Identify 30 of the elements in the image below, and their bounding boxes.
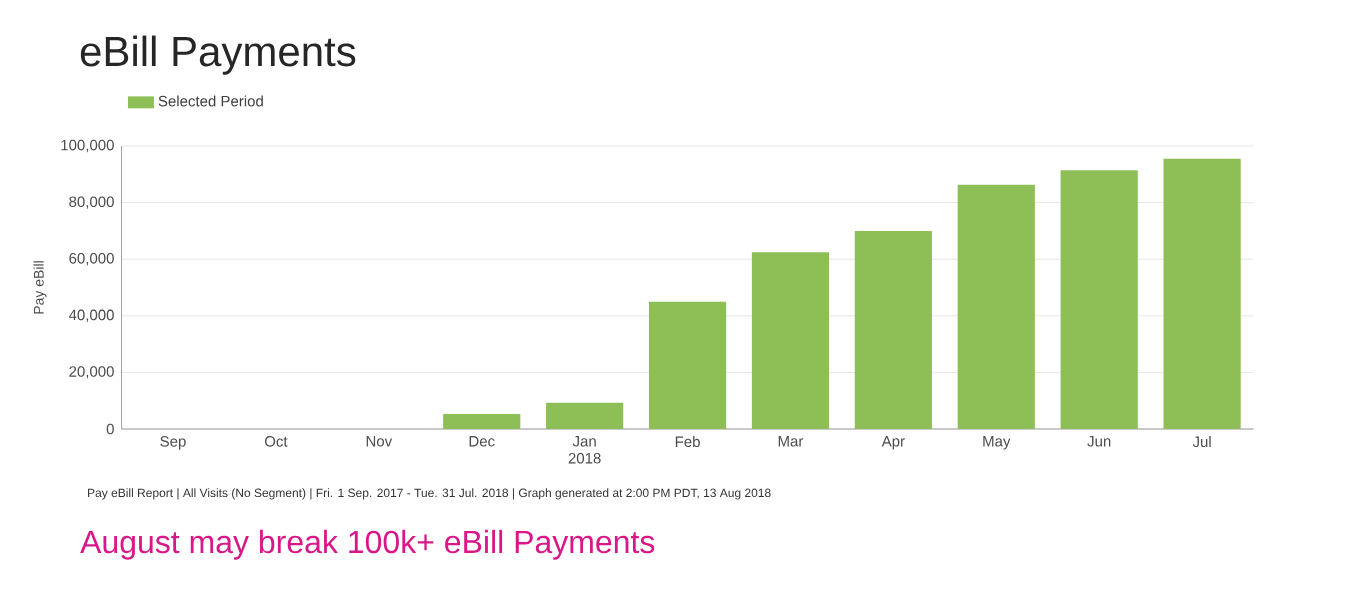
bar xyxy=(443,414,521,429)
y-axis-title: Pay eBill xyxy=(33,261,47,314)
x-tick-label: Jun xyxy=(1087,436,1111,447)
x-tick-label: Feb xyxy=(675,436,700,448)
x-tick-label: Jul xyxy=(1192,436,1211,448)
bar xyxy=(1060,170,1138,429)
chart-title: eBill Payments xyxy=(80,35,356,75)
legend-label: Selected Period xyxy=(158,95,263,107)
y-tick-label: 100,000 xyxy=(61,139,114,153)
x-tick-label: May xyxy=(983,436,1011,450)
y-tick-label: 0 xyxy=(106,423,114,435)
bar xyxy=(648,301,727,429)
bar xyxy=(957,184,1035,429)
x-tick-label: Oct xyxy=(264,436,288,447)
bar xyxy=(1163,158,1241,429)
y-tick-label: 80,000 xyxy=(69,196,114,209)
x-tick-label: Apr xyxy=(881,436,905,450)
y-tick-label: 60,000 xyxy=(69,253,114,266)
x-tick-label: Dec xyxy=(469,436,495,447)
x-tick-label: Mar xyxy=(778,436,804,447)
y-tick-label: 40,000 xyxy=(68,309,114,322)
bar xyxy=(751,252,830,429)
bar xyxy=(854,230,932,429)
x-tick-label: Nov xyxy=(366,436,393,447)
text: August may break 100k+ eBill Payments xyxy=(80,529,655,560)
y-tick-label: 20,000 xyxy=(69,366,114,379)
text: Pay eBill Report | All Visits (No Segment) | Fri. 1 Sep. 2017 - Tue. 31 Jul. 2018 | Graph generated at 2:00 PM PDT, 13 Aug 2018 xyxy=(88,488,771,500)
x-tick-label: Sep xyxy=(160,436,186,450)
x-tick-label: Jan 2018 xyxy=(568,436,601,464)
bar xyxy=(546,402,624,429)
